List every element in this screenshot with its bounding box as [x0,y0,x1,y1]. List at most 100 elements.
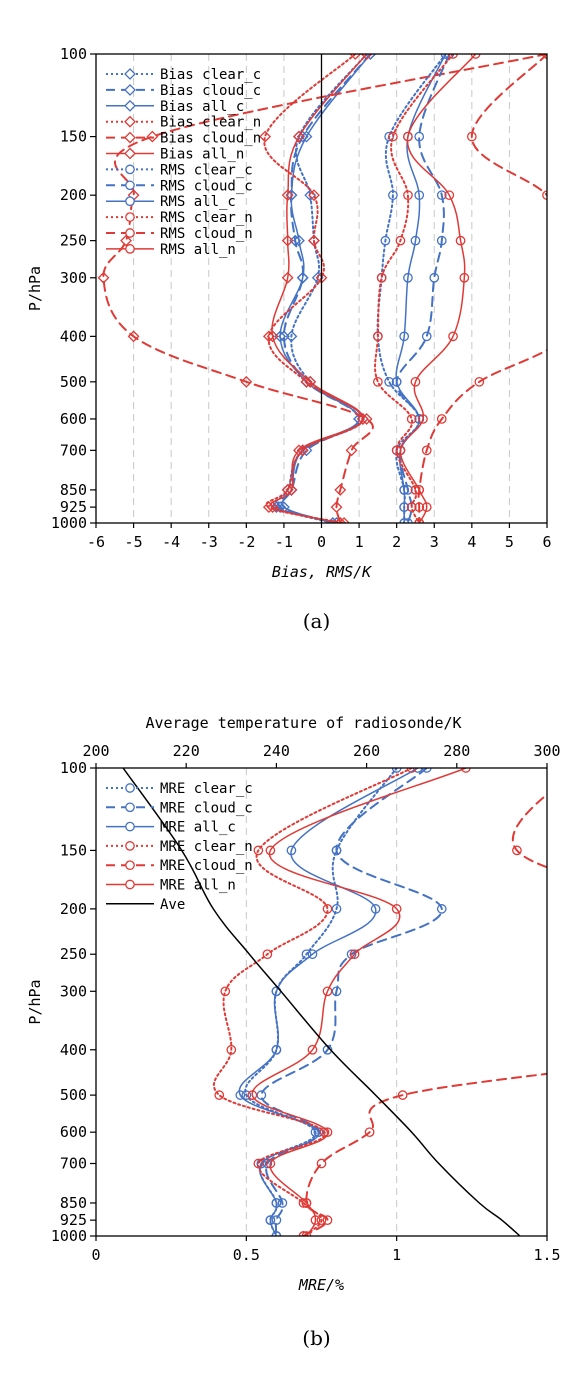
legend-item-bias-cloud-n: Bias cloud_n [106,131,261,147]
series-rms-all-n-point-200 [444,190,455,201]
legend-item-rms-clear-c: RMS clear_c [106,162,253,178]
series-rms-all-n-line [399,54,477,523]
y-tick-label-100: 100 [60,759,87,777]
series-mre-all-n [247,768,471,1236]
series-rms-clear-c-point-250 [380,235,391,246]
series-bias-clear-n-point-200 [308,189,320,202]
legend-item-ave: Ave [106,897,185,913]
y-tick-label-700: 700 [60,441,87,459]
series-group [122,768,547,1236]
series-rms-all-n-point-850 [414,485,425,495]
series-bias-all-n-line [269,54,368,523]
series-rms-all-n [395,54,481,523]
y-tick-label-300: 300 [60,982,87,1000]
legend-swatch-marker [124,83,136,96]
legend-label: MRE all_c [160,820,236,836]
series-rms-cloud-n-point-400 [562,332,570,340]
legend-label: RMS all_c [160,194,236,210]
series-mre-cloud-n-point-925 [322,1215,333,1226]
series-mre-clear-n [212,768,417,1236]
series-bias-cloud-n-line [102,54,547,523]
series-mre-clear-n-point-150 [253,845,264,856]
series-bias-all-n-point-850 [285,483,298,496]
series-rms-cloud-n-point-250 [562,236,570,244]
series-bias-clear-n-point-700 [296,444,309,457]
series-rms-cloud-c-point-400 [421,331,432,342]
series-bias-all-n-point-925 [266,501,279,514]
series-mre-clear-n-point-850 [298,1198,309,1208]
series-bias-all-c-point-100 [364,54,377,60]
series-rms-clear-n-point-500 [373,376,383,387]
series-mre-all-c-point-200 [370,904,381,914]
y-tick-label-600: 600 [60,410,87,428]
series-bias-clear-n-point-250 [308,234,320,247]
series-rms-clear-n-point-200 [403,190,413,201]
series-bias-cloud-n-point-250 [120,234,132,247]
legend-item-rms-cloud-n: RMS cloud_n [106,226,253,242]
y-tick-label-1000: 1000 [51,1227,87,1245]
legend-swatch-marker [125,164,135,175]
series-mre-all-c [235,768,423,1236]
x-tick-label-4: 4 [467,533,476,551]
legend-label: MRE all_n [160,878,236,894]
series-rms-cloud-n-point-700 [421,445,432,456]
series-bias-all-n-point-100 [360,54,373,60]
x-tick-label-4: -4 [162,533,180,551]
legend-item-bias-all-c: Bias all_c [106,99,244,115]
series-mre-all-n-point-500 [247,1090,258,1100]
series-mre-cloud-c-point-100 [421,768,432,773]
series-rms-all-n-point-600 [418,414,428,424]
series-mre-all-c-point-925 [265,1215,276,1226]
legend-label: RMS cloud_c [160,178,253,194]
series-mre-all-n-point-200 [391,904,402,914]
y-tick-label-150: 150 [60,128,87,146]
series-group [97,54,570,523]
series-rms-clear-c-point-500 [384,376,394,387]
legend-item-mre-all-c: MRE all_c [106,820,236,836]
legend-item-bias-clear-n: Bias clear_n [106,115,261,131]
series-bias-all-c-point-250 [293,234,305,247]
x-tick-label-0-5: 0.5 [233,1246,260,1264]
series-mre-cloud-c-point-850 [277,1198,288,1208]
series-mre-cloud-c-point-150 [331,845,342,856]
chart-title: Average temperature of radiosonde/K [145,714,461,732]
series-rms-clear-n-point-300 [376,272,387,283]
series-rms-cloud-c-point-300 [429,272,440,283]
x2-tick-label-260: 260 [353,742,380,760]
legend-item-mre-clear-n: MRE clear_n [106,839,253,855]
series-mre-all-n-point-400 [307,1044,318,1055]
series-mre-all-n-point-850 [301,1198,312,1208]
series-rms-clear-n-point-600 [406,414,417,424]
legend-label: MRE clear_n [160,839,253,855]
series-mre-clear-n-point-200 [322,904,333,914]
y-axis-title: P/hPa [26,979,44,1024]
legend-label: RMS all_n [160,242,236,258]
series-mre-cloud-c-line [260,768,443,1236]
legend-swatch-marker [125,821,135,832]
series-mre-all-n-point-300 [322,986,333,997]
series-bias-all-n-point-700 [293,444,305,457]
series-mre-clear-n-point-700 [253,1158,264,1169]
x2-tick-label-280: 280 [443,742,470,760]
legend-swatch-marker [125,244,135,254]
series-rms-clear-c-point-200 [388,190,398,201]
series-mre-cloud-n-point-150 [512,845,522,856]
legend-swatch-marker [124,115,136,128]
series-rms-all-c-point-400 [399,331,410,342]
series-mre-all-c-point-400 [271,1044,282,1055]
legend-label: MRE clear_c [160,781,253,797]
y-tick-label-1000: 1000 [51,514,87,532]
series-mre-all-c-point-850 [271,1198,282,1208]
x-tick-label-1-5: 1.5 [533,1246,560,1264]
series-bias-all-c-line [279,54,372,523]
series-bias-clear-c-line [273,54,368,523]
y-tick-label-850: 850 [60,481,87,499]
series-bias-clear-n-line [263,54,364,523]
series-mre-all-n-point-150 [265,845,276,856]
y-tick-label-500: 500 [60,373,87,391]
series-rms-clear-n-point-250 [395,235,406,246]
